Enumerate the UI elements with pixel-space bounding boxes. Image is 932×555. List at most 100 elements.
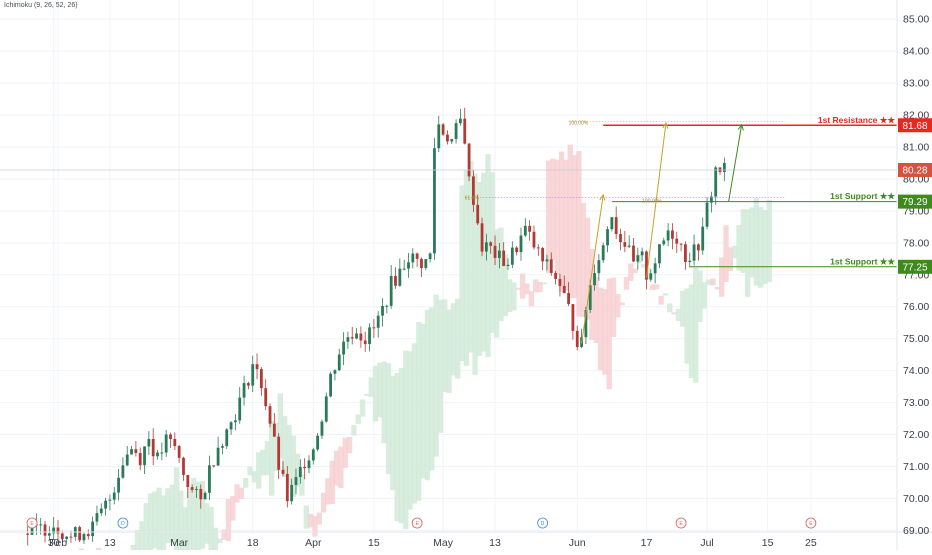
level-price-value: 81.68 [902, 121, 927, 132]
x-tick-label: 15 [762, 537, 774, 549]
cloud-slice [455, 298, 461, 379]
candle-body [705, 202, 709, 227]
candle-body [662, 240, 666, 245]
indicator-label[interactable]: Ichimoku (9, 26, 52, 26) [4, 2, 78, 9]
candle-body [497, 250, 501, 258]
cloud-slice [628, 263, 634, 281]
candles[interactable] [26, 107, 726, 546]
cloud-slice [243, 478, 249, 488]
cloud-slice [567, 144, 573, 299]
candle-body [316, 435, 320, 450]
candle-body [82, 534, 86, 541]
cloud-slice [515, 287, 521, 290]
cloud-slice [481, 172, 487, 352]
dividend-event-icon[interactable] [117, 517, 129, 529]
cloud-slice [485, 154, 491, 358]
y-tick-label: 76.00 [903, 301, 929, 313]
earnings-event-icon[interactable] [411, 517, 423, 529]
cloud-slice [554, 159, 560, 276]
fib-arrow [581, 194, 604, 344]
candle-body [532, 231, 536, 248]
candle-body [480, 223, 484, 252]
earnings-event-icon[interactable] [675, 517, 687, 529]
cloud-slice [550, 158, 556, 260]
candle-body [39, 524, 43, 526]
cloud-slice [325, 478, 331, 505]
cloud-slice [645, 267, 651, 280]
cloud-slice [134, 530, 141, 555]
cloud-slice [584, 217, 591, 320]
candle-body [575, 330, 579, 348]
candle-body [342, 341, 345, 355]
cloud-slice [723, 225, 729, 282]
candle-body [385, 305, 389, 307]
cloud-slice [403, 350, 409, 530]
cloud-slice [282, 416, 288, 477]
candle-body [268, 406, 272, 424]
candle-body [112, 492, 116, 500]
cloud-slice [143, 503, 149, 555]
y-tick-label: 73.00 [903, 397, 929, 409]
cloud-slice [299, 474, 305, 496]
candle-body [515, 247, 519, 253]
candle-body [714, 167, 718, 197]
cloud-slice [312, 515, 318, 537]
cloud-slice [303, 505, 309, 529]
cloud-slice [732, 245, 738, 259]
candle-body [294, 477, 298, 485]
candle-body [549, 259, 553, 273]
candle-body [688, 260, 692, 262]
cloud-slice [502, 254, 509, 317]
cloud-slice [346, 436, 353, 454]
candle-body [78, 527, 82, 541]
cloud-slice [714, 286, 721, 290]
candle-body [52, 527, 56, 534]
candle-body [545, 259, 549, 262]
grid [0, 0, 897, 532]
candle-body [424, 259, 428, 268]
candle-body [506, 264, 510, 266]
cloud-slice [740, 209, 746, 273]
candle-body [597, 260, 601, 274]
candle-body [160, 452, 164, 454]
candle-body [212, 465, 216, 467]
candle-body [26, 533, 30, 535]
cloud-slice [580, 202, 586, 318]
cloud-slice [238, 487, 245, 499]
candle-body [242, 383, 246, 398]
candle-body [376, 315, 380, 328]
x-tick-label: 25 [805, 537, 817, 549]
candle-body [337, 354, 341, 371]
earnings-event-icon[interactable] [805, 517, 817, 529]
candle-body [108, 499, 112, 501]
cloud-slice [294, 453, 301, 487]
fib-arrow-head [662, 121, 669, 129]
cloud-slice [757, 206, 764, 288]
cloud-slice [433, 294, 439, 457]
cloud-slice [442, 299, 448, 392]
cloud-slice [519, 273, 526, 299]
earnings-event-icon[interactable] [26, 517, 38, 529]
candle-body [182, 457, 185, 475]
cloud-slice [649, 284, 656, 291]
cloud-slice [641, 264, 647, 268]
y-tick-label: 81.00 [903, 141, 929, 153]
cloud-slice [186, 487, 193, 555]
event-label: D [541, 521, 545, 527]
candle-body [346, 337, 350, 342]
cloud-slice [571, 155, 578, 298]
cloud-slice [507, 279, 513, 313]
candle-body [69, 536, 73, 538]
candle-body [186, 474, 190, 488]
cloud-slice [459, 185, 465, 362]
candle-body [398, 268, 402, 286]
cloud-slice [636, 254, 643, 264]
cloud-slice [671, 312, 677, 315]
ichimoku-cloud [57, 144, 772, 555]
candle-body [562, 285, 566, 294]
candle-body [208, 465, 211, 493]
dividend-event-icon[interactable] [537, 517, 549, 529]
